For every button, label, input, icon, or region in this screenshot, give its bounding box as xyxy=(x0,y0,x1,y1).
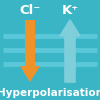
Text: K⁺: K⁺ xyxy=(61,4,79,18)
Text: Hyperpolarisation: Hyperpolarisation xyxy=(0,88,100,98)
FancyArrow shape xyxy=(60,20,80,82)
FancyArrow shape xyxy=(20,20,40,82)
Text: Cl⁻: Cl⁻ xyxy=(19,4,41,18)
